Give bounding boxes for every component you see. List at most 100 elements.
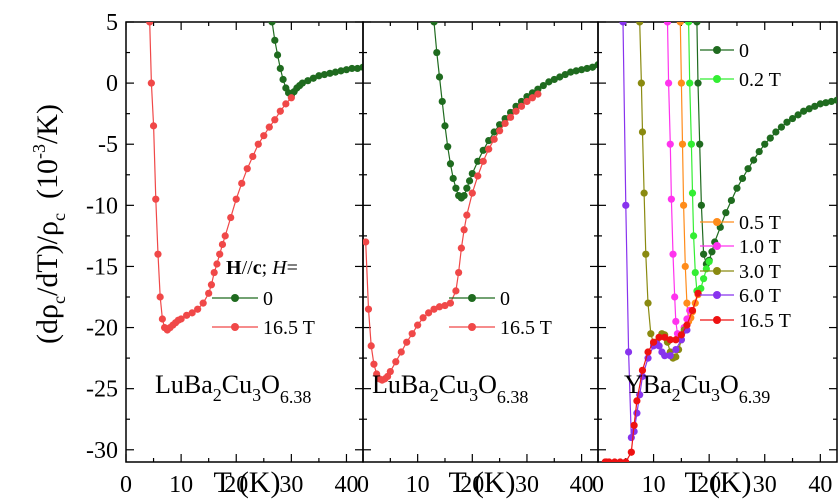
y-tick-label: 5 [106,10,118,36]
data-point [441,301,449,310]
data-point [694,79,702,87]
legend-label: 16.5 T [739,310,791,332]
compound-label-left: LuBa2Cu3O6.38 [155,370,311,407]
x-tick-label: 0 [592,472,604,498]
data-point [663,22,672,26]
data-point [479,157,487,165]
legend-label: 0 [263,288,273,310]
legend-label: 16.5 T [500,317,552,339]
data-point [359,63,363,71]
y-tick-label: -30 [86,438,118,464]
data-point [545,78,553,86]
data-point [688,306,697,315]
data-point [683,321,691,329]
data-point [367,342,375,350]
data-point [479,146,487,154]
x-tick-label: 20 [697,472,721,498]
data-point [444,143,452,151]
data-point [441,122,449,130]
data-point [282,100,290,108]
data-point [671,293,679,301]
data-point [688,189,697,197]
data-point [794,111,802,119]
data-point [485,145,493,153]
legend-label: 0.5 T [739,212,781,234]
data-point [694,289,702,297]
data-point [627,433,635,442]
data-point [655,333,663,341]
data-point [199,299,207,307]
data-point [666,352,674,360]
data-point [677,79,685,87]
data-point [433,48,441,57]
data-point [528,94,537,102]
data-point [446,160,455,168]
data-point [567,68,575,76]
data-point [408,330,416,338]
legend-marker [713,46,721,54]
data-point [638,128,647,136]
data-point [419,314,427,322]
data-point [430,22,438,26]
data-point [238,179,246,187]
data-point [678,140,687,148]
data-point [572,67,580,75]
data-point [772,128,780,136]
data-point [611,458,619,462]
data-point [353,64,362,73]
y-axis-title: (dρc/dT)/ρc(10-3/K) [29,104,69,344]
data-point [644,348,652,356]
data-point [783,118,791,126]
legend-label: 0 [500,288,510,310]
x-tick-label: 10 [406,472,430,498]
x-tick-label: 40 [334,472,358,498]
data-point [550,75,558,84]
data-point [287,94,295,102]
data-point [449,174,457,183]
data-point [539,81,547,90]
data-point [326,69,334,77]
data-point [194,305,202,313]
data-point [681,262,689,271]
data-point [386,367,394,376]
y-tick-label: 0 [106,71,118,97]
x-tick-label: 10 [642,472,666,498]
data-point [273,51,282,59]
data-point [637,79,645,87]
series-line [271,22,363,97]
data-point [708,248,716,256]
data-point [154,250,162,258]
data-point [271,116,279,124]
data-point [496,127,504,135]
data-point [655,342,663,350]
data-point [683,299,691,307]
x-tick-label: 40 [808,472,832,498]
data-point [534,90,542,98]
data-point [205,289,213,297]
data-point [227,213,235,222]
data-point [622,458,630,462]
y-tick-label: -5 [98,132,118,158]
data-point [460,191,468,200]
data-point [816,100,824,108]
x-tick-label: 20 [224,472,248,498]
x-tick-label: 0 [357,472,369,498]
data-point [644,299,652,307]
x-axis-title-left: T (K) [214,466,281,499]
data-point [438,97,446,106]
data-point [672,336,680,344]
x-tick-label: 10 [169,472,193,498]
data-point [468,169,476,178]
data-point [249,152,257,161]
data-point [254,140,262,148]
data-point [177,315,185,323]
y-tick-label: -20 [86,316,118,342]
data-point [633,397,641,405]
y-tick-labels: 5 0 -5 -10 -15 -20 -25 -30 [86,10,118,464]
x-axis-title-middle: T (K) [449,466,516,499]
data-point [457,244,465,252]
data-point [766,134,774,142]
data-point [700,275,708,283]
data-point [744,165,752,173]
